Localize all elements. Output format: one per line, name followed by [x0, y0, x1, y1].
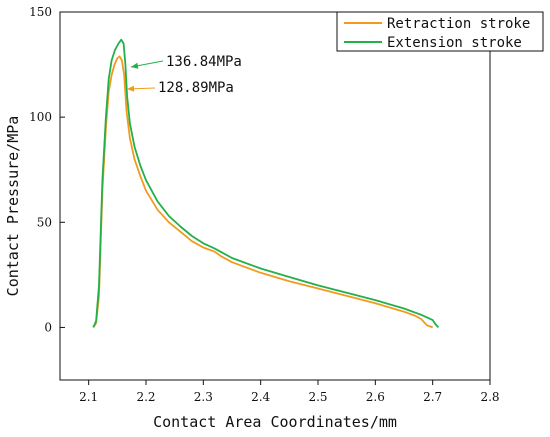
x-axis-label: Contact Area Coordinates/mm	[153, 413, 397, 431]
plot-frame	[59, 11, 491, 381]
legend-label-extension: Extension stroke	[387, 35, 522, 51]
series-line-extension	[92, 38, 440, 329]
annotation-arrow-head	[131, 62, 139, 69]
series-line-retraction	[92, 55, 434, 329]
y-axis-ticks: 0 50 100 150	[29, 5, 65, 334]
x-tick-label: 2.4	[251, 390, 270, 404]
x-tick-label: 2.6	[366, 390, 385, 404]
y-tick-label: 150	[29, 5, 52, 19]
annotations-layer: 136.84MPa 128.89MPa	[126, 54, 242, 96]
annotation-arrow-head	[127, 85, 135, 92]
y-tick-label: 50	[37, 215, 52, 229]
x-tick-label: 2.2	[136, 390, 155, 404]
annotation-label: 128.89MPa	[158, 80, 234, 96]
legend: Retraction stroke Extension stroke	[336, 11, 544, 52]
x-tick-label: 2.8	[480, 390, 499, 404]
x-tick-label: 2.1	[79, 390, 98, 404]
series-layer	[92, 38, 440, 329]
x-axis-ticks: 2.1 2.2 2.3 2.4 2.5 2.6 2.7 2.8	[79, 380, 500, 404]
annotation-label: 136.84MPa	[166, 54, 242, 70]
x-tick-label: 2.5	[308, 390, 327, 404]
x-tick-label: 2.7	[423, 390, 442, 404]
y-axis-label: Contact Pressure/MPa	[4, 116, 22, 297]
legend-box	[336, 11, 544, 52]
x-tick-label: 2.3	[194, 390, 213, 404]
y-tick-label: 0	[44, 320, 52, 334]
y-tick-label: 100	[29, 110, 52, 124]
legend-label-retraction: Retraction stroke	[387, 16, 530, 32]
